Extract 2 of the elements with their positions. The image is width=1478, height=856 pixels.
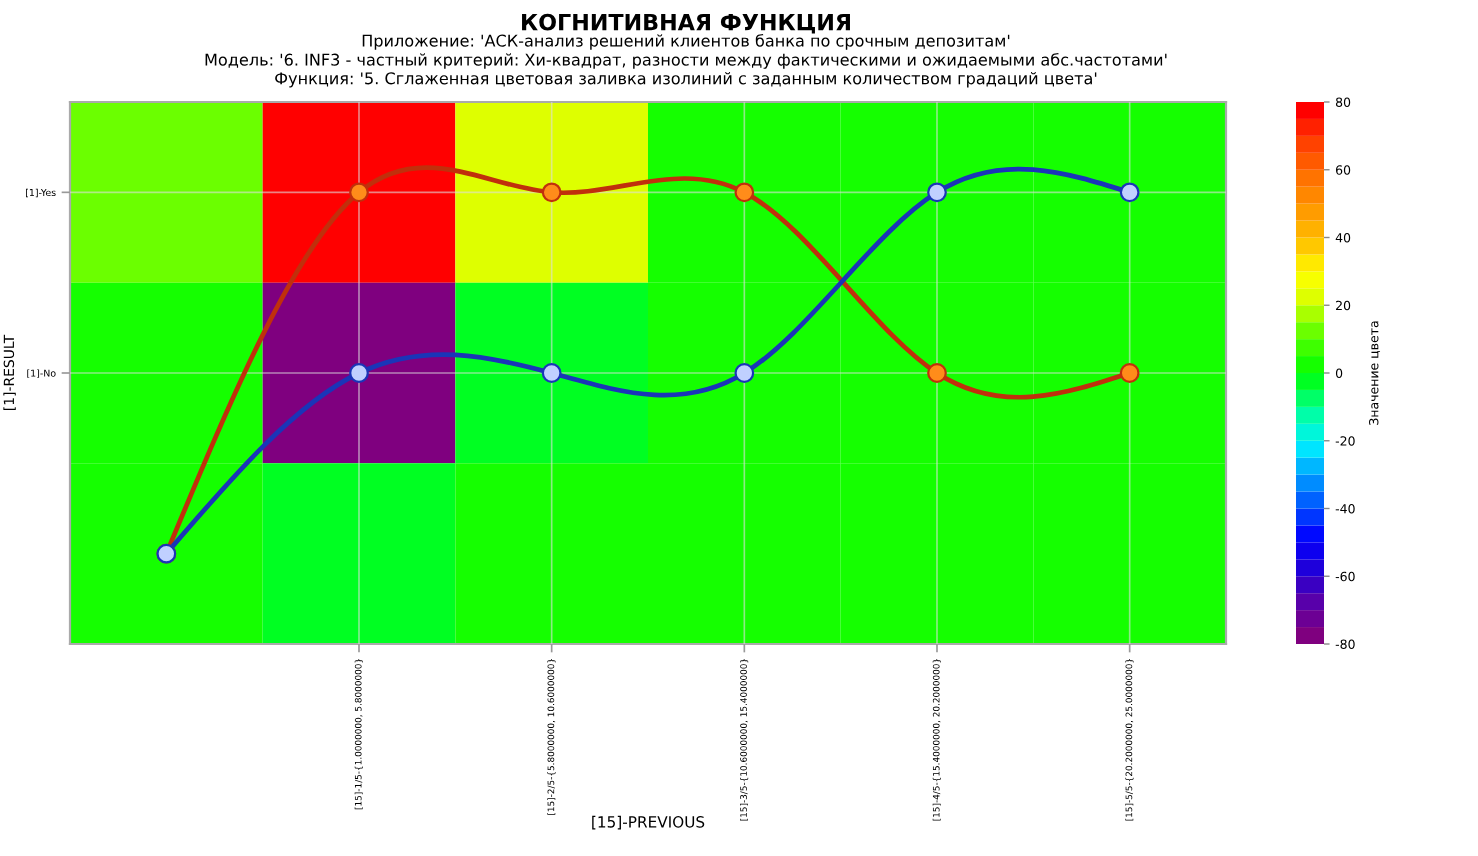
chart-subtitle: Приложение: 'АСК-анализ решений клиентов банка по срочным депозитам' Модель: '6. INF3 - частный критерий: Хи-квадрат, разности между фактическими и ожидаемыми абс.частотами' Функция: '5. Сглаженная цветовая заливка изолиний с заданным количеством градаций цвета' (205, 34, 1167, 88)
chart-title: КОГНИТИВНАЯ ФУНКЦИЯ (522, 13, 850, 34)
